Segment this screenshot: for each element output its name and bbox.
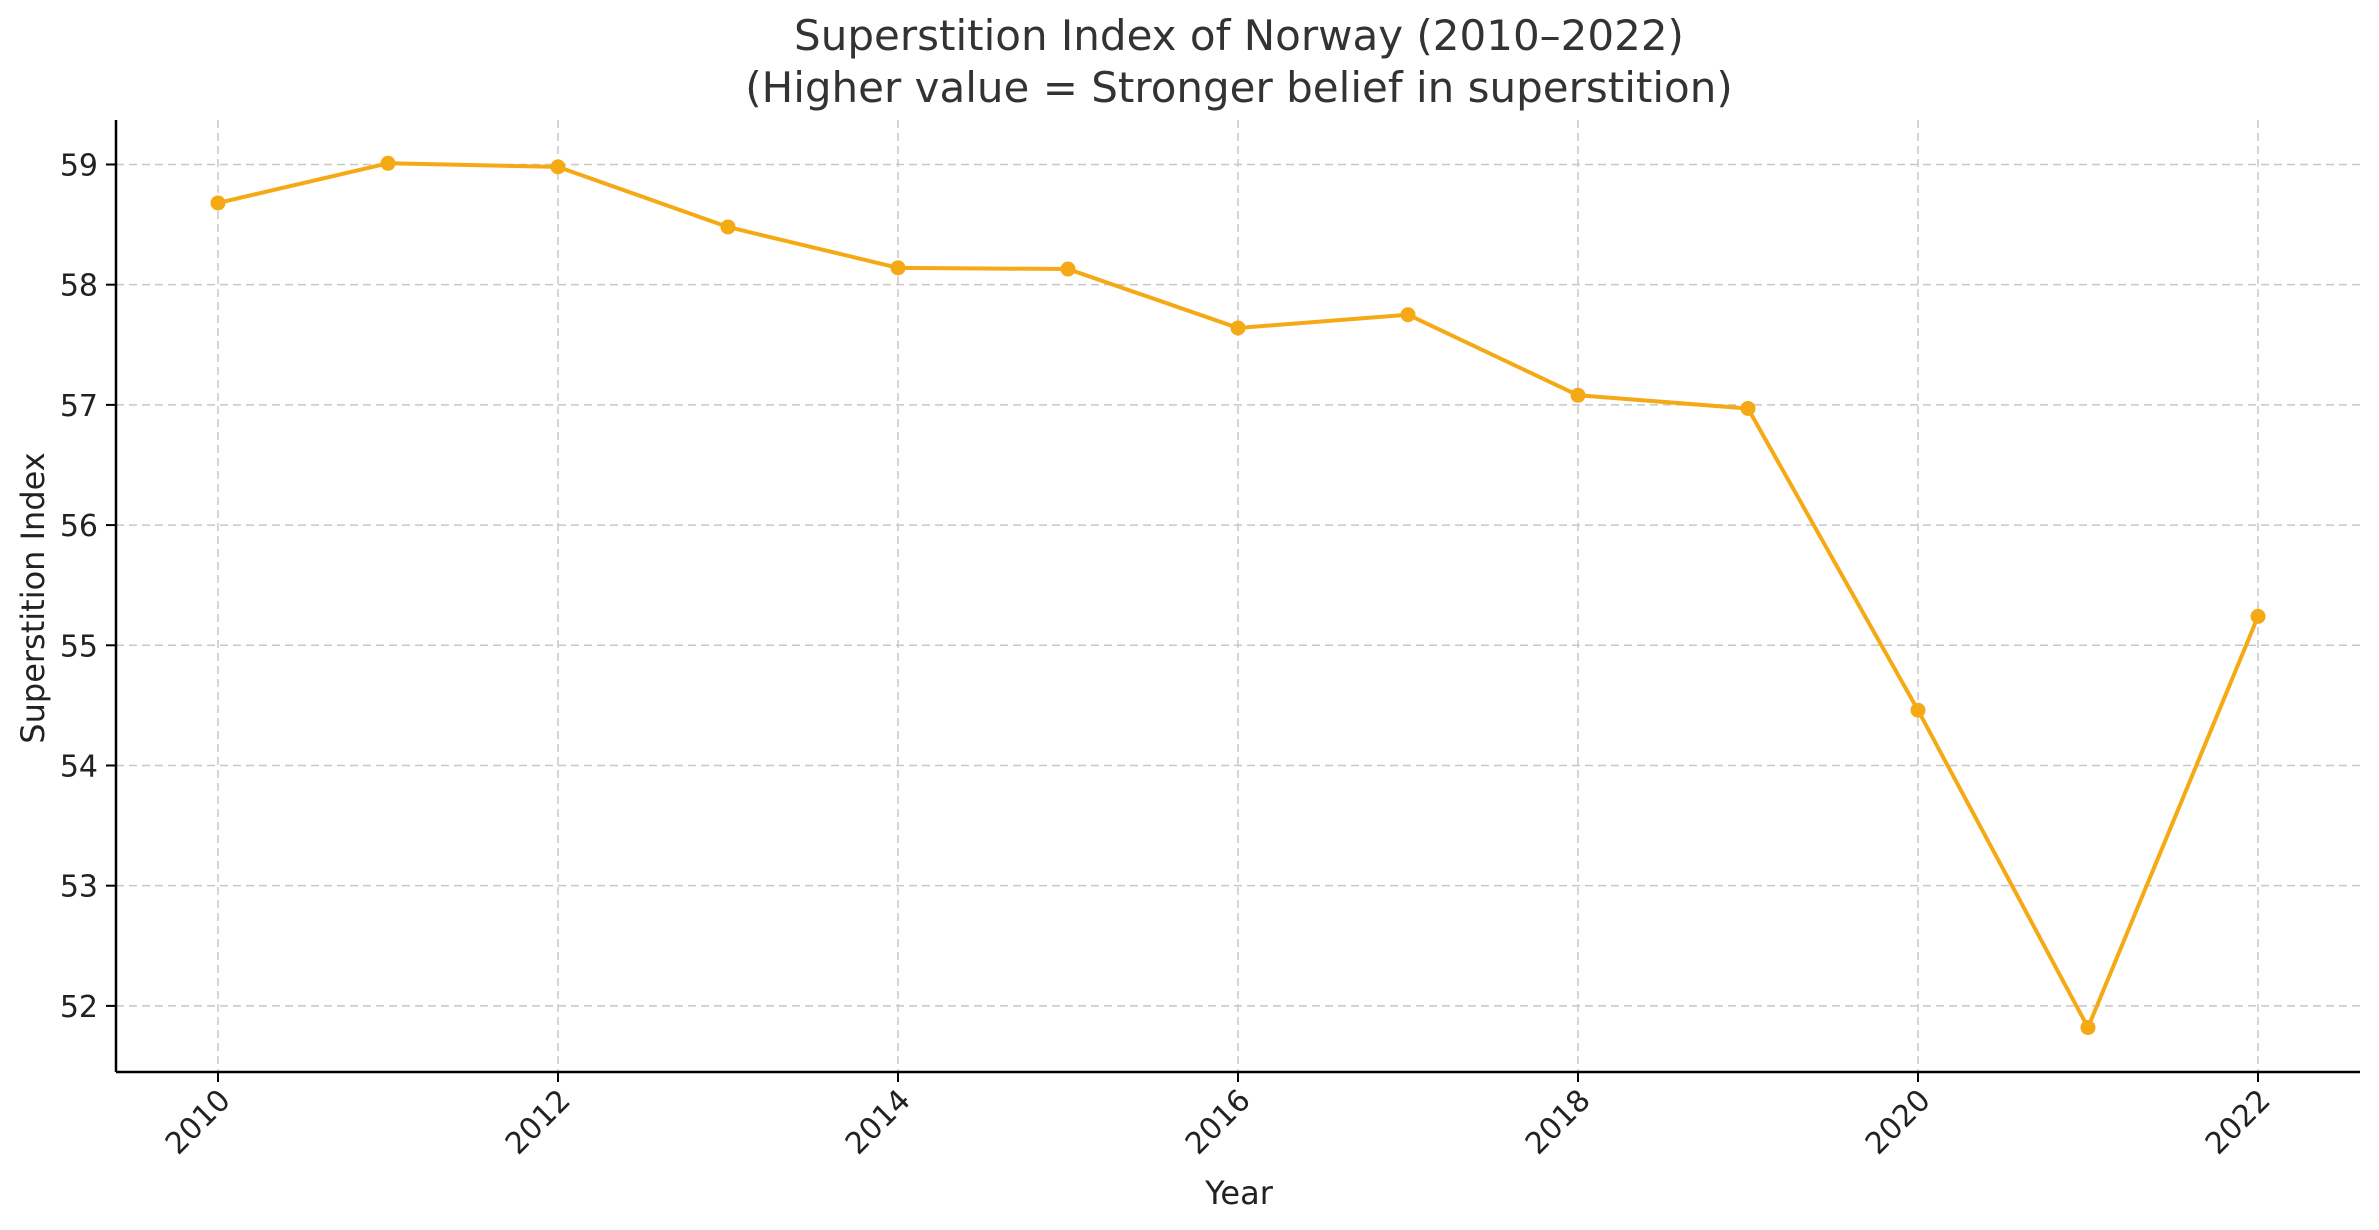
series: [210, 155, 2266, 1036]
data-point: [380, 155, 396, 171]
data-point: [1910, 702, 1926, 718]
x-tick-label: 2014: [839, 1083, 918, 1162]
y-tick-label: 53: [60, 870, 98, 905]
y-tick-label: 54: [60, 749, 98, 784]
y-axis-label: Superstition Index: [14, 452, 52, 743]
x-tick-label: 2020: [1859, 1083, 1938, 1162]
y-tick-label: 58: [60, 269, 98, 304]
x-tick-label: 2018: [1519, 1083, 1598, 1162]
y-tick-label: 56: [60, 509, 98, 544]
data-point: [210, 195, 226, 211]
grid: [116, 120, 2360, 1072]
x-axis-label: Year: [1204, 1174, 1274, 1212]
ticks: 2010 2012 2014 2016 2018 2020 2022 52 53 54 55 56 57…: [60, 148, 2278, 1161]
chart-subtitle: (Higher value = Stronger belief in super…: [745, 63, 1732, 112]
data-point: [1740, 400, 1756, 416]
data-point: [1570, 387, 1586, 403]
chart-title: Superstition Index of Norway (2010–2022): [794, 11, 1684, 60]
data-point: [890, 260, 906, 276]
data-point: [1230, 320, 1246, 336]
data-point: [1060, 261, 1076, 277]
x-tick-label: 2016: [1179, 1083, 1258, 1162]
y-tick-label: 59: [60, 148, 98, 183]
x-tick-label: 2012: [499, 1083, 578, 1162]
data-point: [2080, 1020, 2096, 1036]
x-tick-label: 2022: [2199, 1083, 2278, 1162]
y-tick-label: 57: [60, 389, 98, 424]
data-point: [550, 159, 566, 175]
data-point: [2250, 608, 2266, 624]
y-tick-label: 55: [60, 629, 98, 664]
data-point: [720, 219, 736, 235]
x-tick-label: 2010: [159, 1083, 238, 1162]
y-tick-label: 52: [60, 990, 98, 1025]
data-point: [1400, 307, 1416, 323]
